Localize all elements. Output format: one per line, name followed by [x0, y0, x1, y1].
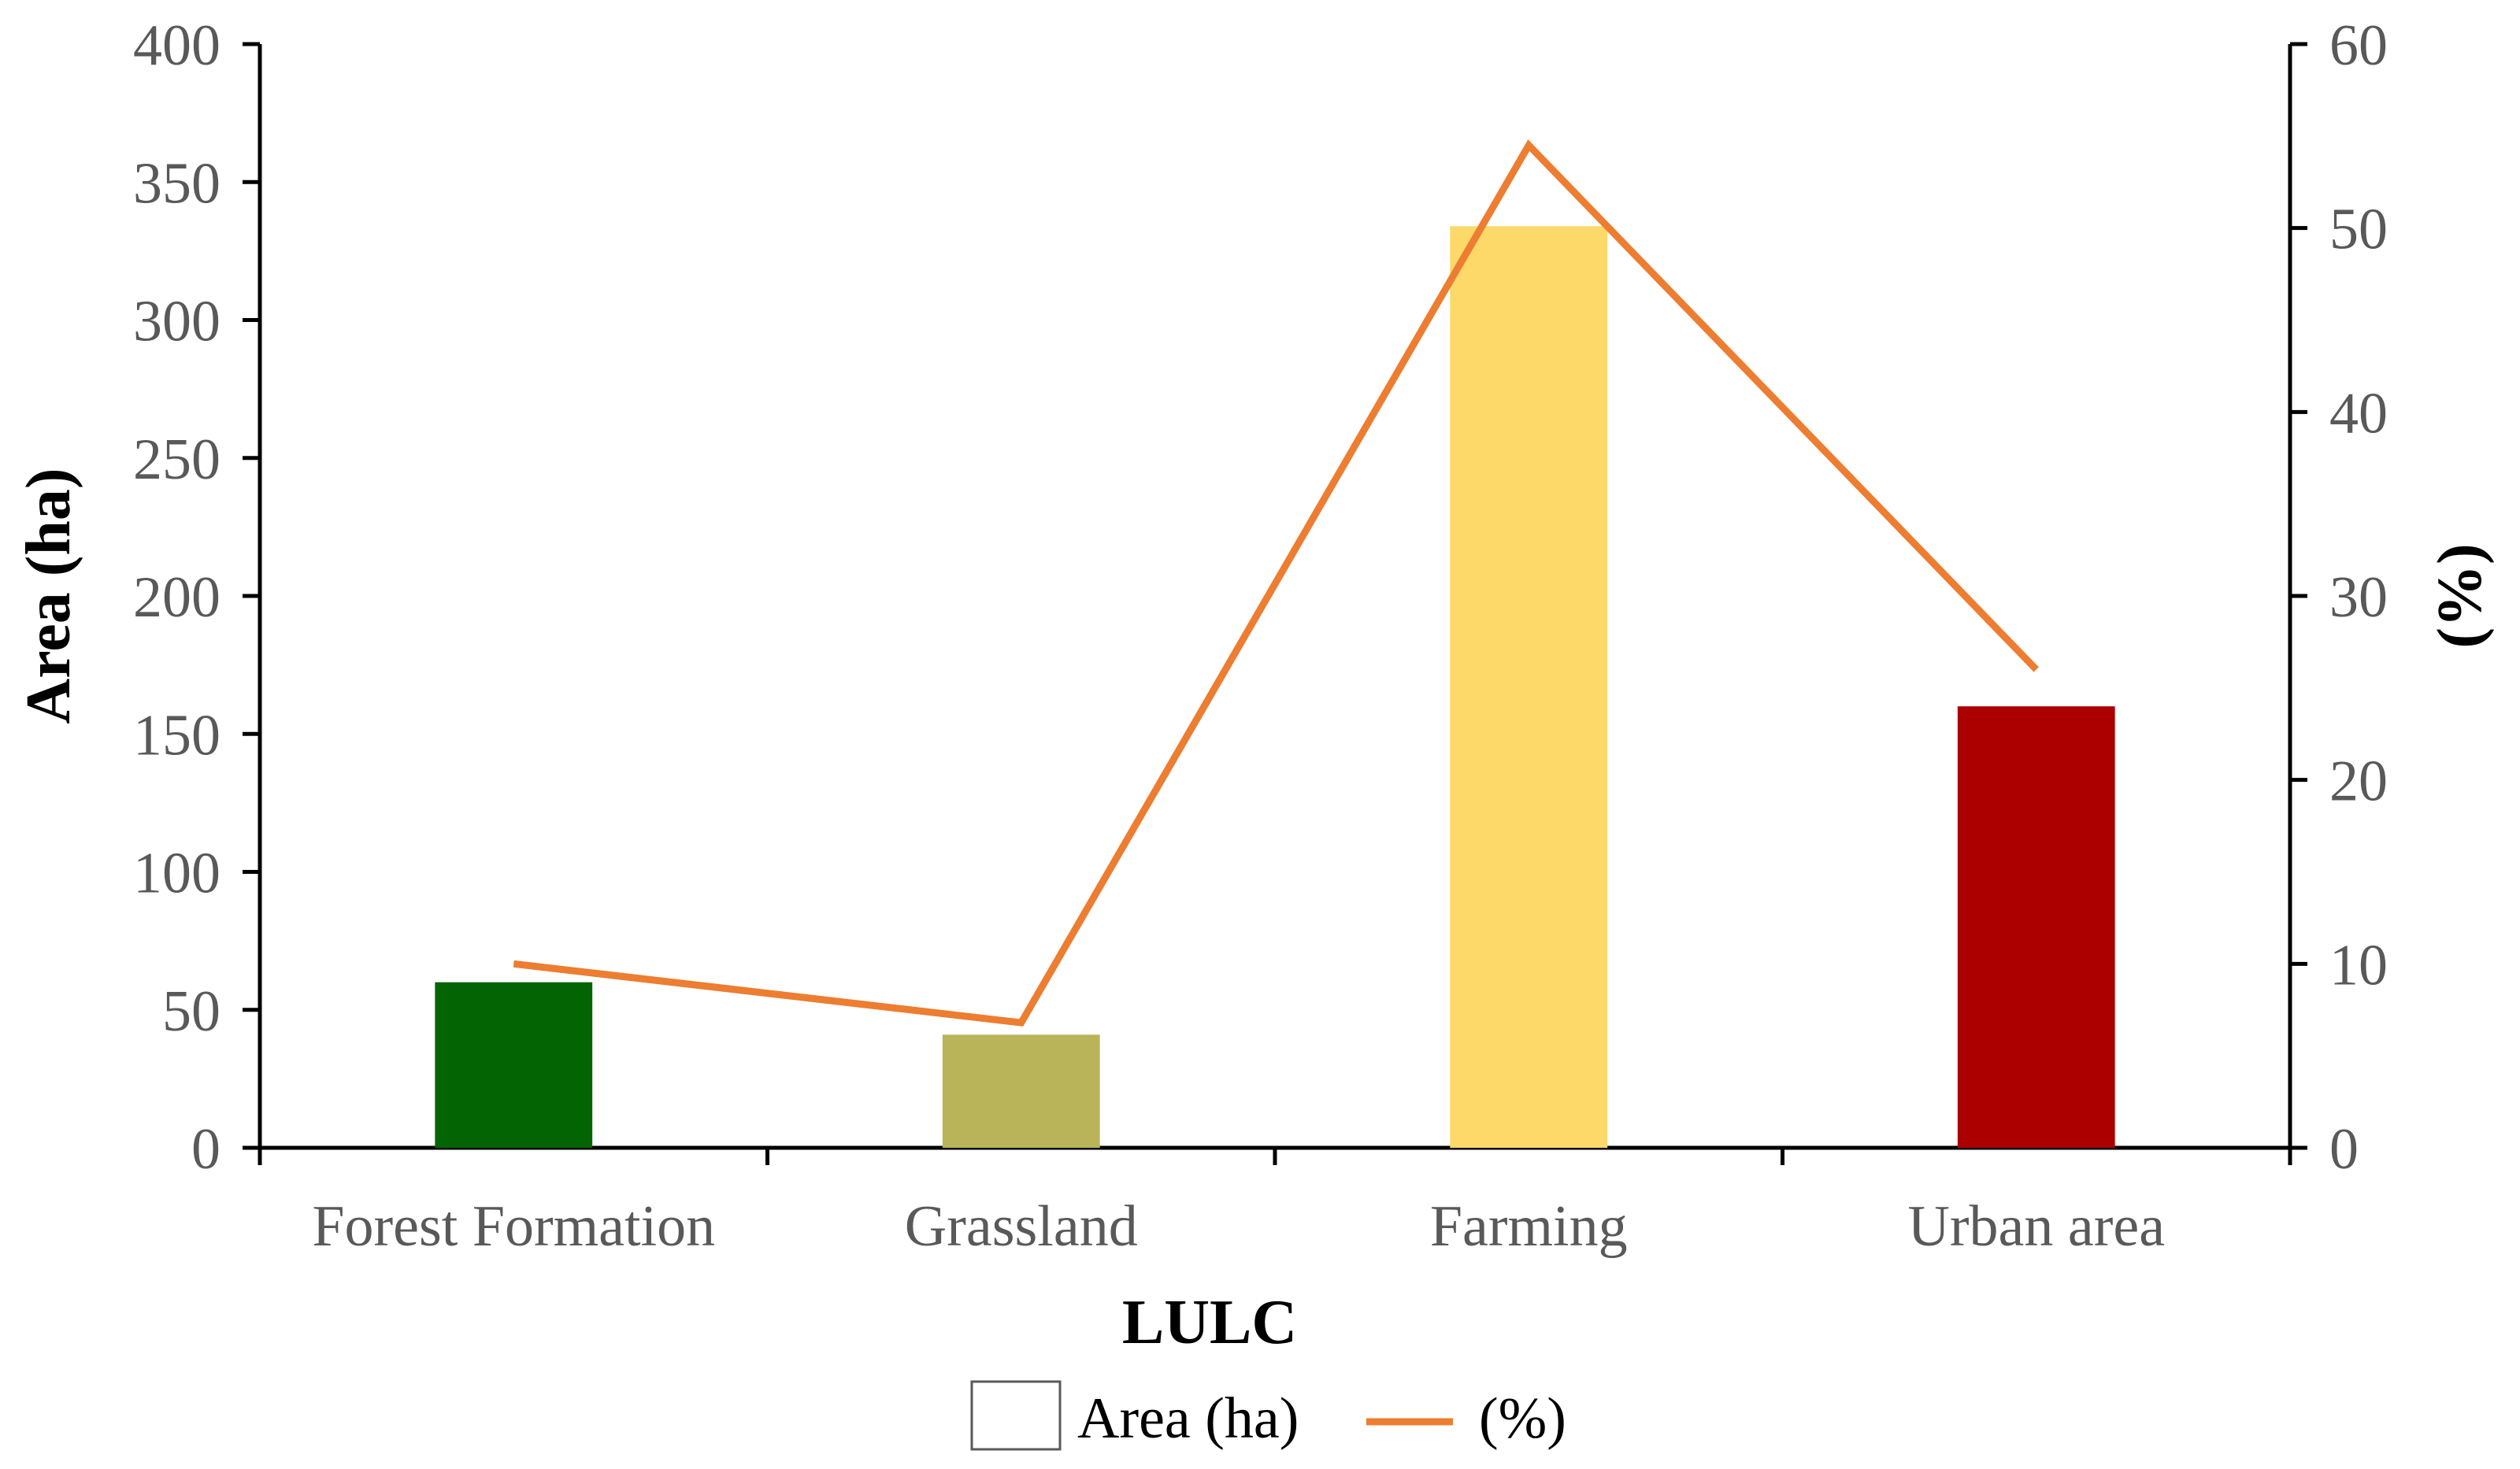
- left-tick-label: 100: [133, 842, 220, 906]
- right-tick-label: 30: [2329, 565, 2388, 630]
- area-bars: [435, 226, 2115, 1149]
- y-axis-title: Area (ha): [14, 468, 83, 723]
- x-tick-label: Farming: [1430, 1194, 1628, 1259]
- x-axis-title: LULC: [1122, 1288, 1297, 1357]
- bar-area: [942, 1034, 1100, 1148]
- left-axis-ticks: 0 50 100 150 200 250 300 350 400: [133, 13, 260, 1182]
- bar-area: [435, 982, 593, 1148]
- x-tick-label: Grassland: [905, 1194, 1138, 1259]
- left-tick-label: 200: [133, 565, 220, 630]
- right-tick-label: 60: [2329, 13, 2388, 78]
- left-tick-label: 400: [133, 13, 220, 78]
- left-tick-label: 50: [162, 979, 220, 1044]
- legend: Area (ha) (%): [970, 1380, 1566, 1451]
- legend-bar-label: Area (ha): [1077, 1386, 1299, 1451]
- right-tick-label: 0: [2329, 1117, 2359, 1182]
- right-tick-label: 20: [2329, 749, 2388, 814]
- left-tick-label: 250: [133, 427, 220, 492]
- left-tick-label: 150: [133, 703, 220, 768]
- percent-line-series: [513, 139, 2039, 1027]
- left-axis: 0 50 100 150 200 250 300 350 400: [133, 13, 262, 1182]
- x-axis-ticks: Forest Formation Grassland Farming Urban ar…: [258, 1148, 2292, 1259]
- right-tick-label: 10: [2329, 933, 2388, 997]
- x-tick-label: Forest Formation: [312, 1194, 715, 1259]
- left-tick-label: 300: [133, 290, 220, 354]
- x-axis: Forest Formation Grassland Farming Urban ar…: [258, 1145, 2292, 1259]
- left-tick-label: 0: [191, 1117, 220, 1182]
- right-axis: 0 10 20 30 40 50 60: [2288, 13, 2388, 1182]
- left-tick-label: 350: [133, 151, 220, 216]
- y-axis-title-right: (%): [2426, 543, 2495, 648]
- bar-area: [1450, 226, 1608, 1149]
- legend-line-label: (%): [1479, 1386, 1566, 1451]
- x-tick-label: Urban area: [1907, 1194, 2165, 1259]
- right-tick-label: 40: [2329, 381, 2388, 446]
- bar-area: [1957, 706, 2115, 1148]
- legend-bar-swatch: [970, 1380, 1062, 1451]
- right-tick-label: 50: [2329, 198, 2388, 262]
- percent-line: [513, 139, 2039, 1027]
- right-axis-ticks: 0 10 20 30 40 50 60: [2290, 13, 2388, 1182]
